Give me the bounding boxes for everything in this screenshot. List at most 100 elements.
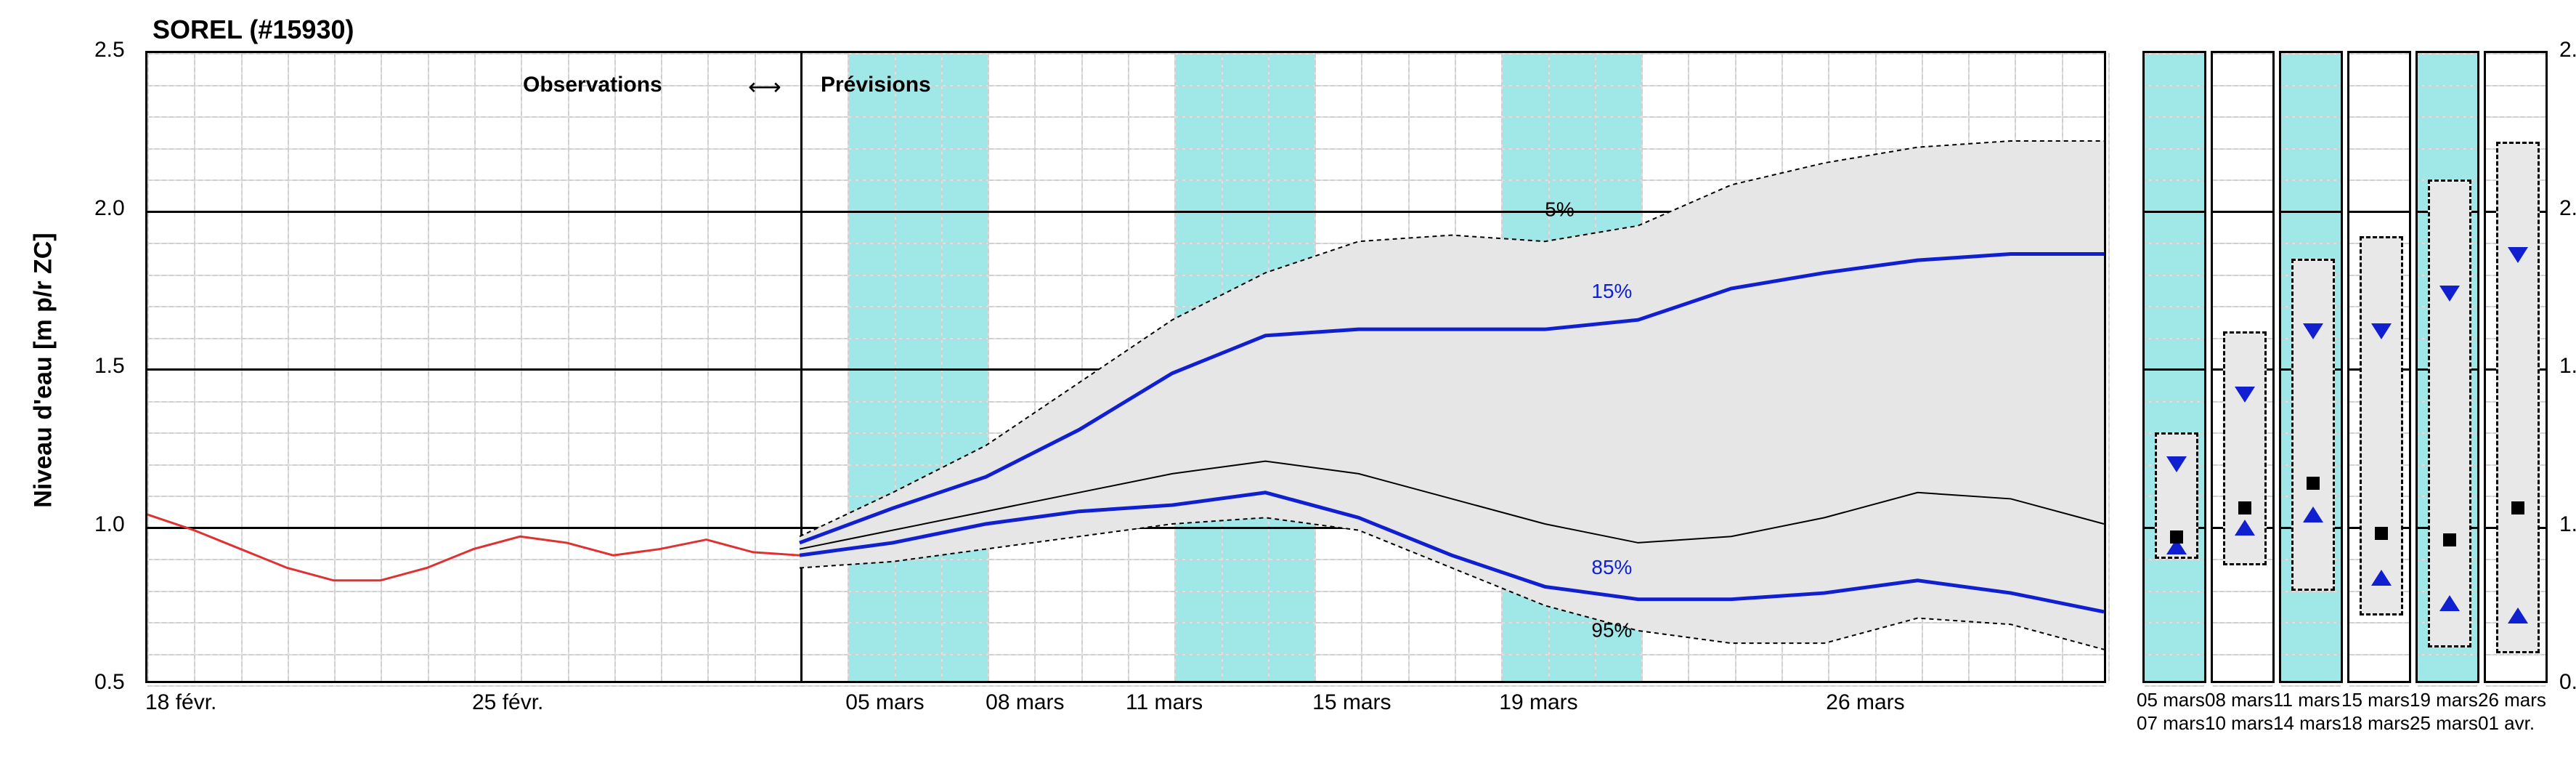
y-axis-tick-label-right: 1.5 xyxy=(2559,354,2576,379)
grid-line xyxy=(2145,622,2204,623)
y-axis-tick-label-left: 2.0 xyxy=(94,196,135,221)
grid-line xyxy=(2418,116,2477,118)
p15-marker-triangle-down xyxy=(2439,286,2460,302)
x-axis-tick-label: 25 févr. xyxy=(472,690,543,715)
grid-line xyxy=(2213,179,2272,181)
y-axis-tick-label-right: 2.5 xyxy=(2559,38,2576,62)
double-arrow-icon: ⟷ xyxy=(748,73,781,100)
major-grid-line xyxy=(2281,211,2341,213)
grid-line xyxy=(2145,243,2204,244)
grid-line xyxy=(2349,148,2409,150)
grid-line xyxy=(2281,85,2341,86)
x-axis-tick-label: 08 mars xyxy=(986,690,1064,715)
grid-line xyxy=(2213,243,2272,244)
grid-line xyxy=(2145,116,2204,118)
major-grid-line xyxy=(2145,211,2204,213)
weekly-panel xyxy=(2347,51,2411,683)
grid-line xyxy=(2145,53,2204,55)
y-axis-tick-label-left: 1.0 xyxy=(94,512,135,537)
grid-line xyxy=(2145,401,2204,403)
grid-line xyxy=(2486,685,2545,687)
weekly-panel xyxy=(2415,51,2479,683)
weekly-panel-label-end: 14 mars xyxy=(2273,712,2341,735)
percentile-annotation: 85% xyxy=(1591,556,1632,578)
p15-marker-triangle-down xyxy=(2371,323,2392,339)
weekly-panel-label-end: 10 mars xyxy=(2205,712,2273,735)
grid-line xyxy=(2145,148,2204,150)
p15-marker-triangle-down xyxy=(2235,387,2255,403)
observation-line xyxy=(147,514,800,581)
grid-line xyxy=(2281,148,2341,150)
x-axis-tick-label: 18 févr. xyxy=(145,690,216,715)
grid-line xyxy=(2281,53,2341,55)
grid-line xyxy=(2281,654,2341,655)
weekly-range-box xyxy=(2496,142,2540,654)
grid-line xyxy=(2349,685,2409,687)
grid-line xyxy=(2281,243,2341,244)
major-grid-line xyxy=(2145,368,2204,371)
percentile-annotation: 5% xyxy=(1545,198,1574,221)
grid-line xyxy=(2418,148,2477,150)
grid-line xyxy=(2213,85,2272,86)
grid-line xyxy=(2349,85,2409,86)
weekly-panel xyxy=(2211,51,2275,683)
x-axis-tick-label: 19 mars xyxy=(1499,690,1577,715)
weekly-panel xyxy=(2279,51,2343,683)
median-marker-square xyxy=(2307,477,2320,490)
grid-line xyxy=(2418,53,2477,55)
y-axis-tick-label-right: 1.0 xyxy=(2559,512,2576,537)
weekly-panel-label-end: 01 avr. xyxy=(2478,712,2535,735)
grid-line xyxy=(2349,116,2409,118)
median-marker-square xyxy=(2511,501,2524,514)
grid-line xyxy=(2213,306,2272,307)
weekly-panel-label-start: 05 mars xyxy=(2137,689,2205,711)
grid-line xyxy=(2145,559,2204,560)
grid-line xyxy=(2145,338,2204,339)
grid-line xyxy=(2213,116,2272,118)
weekly-panel-label-end: 25 mars xyxy=(2410,712,2478,735)
grid-line xyxy=(2281,685,2341,687)
weekly-panel xyxy=(2484,51,2548,683)
y-axis-tick-label-left: 1.5 xyxy=(94,354,135,379)
grid-line xyxy=(2108,53,2110,681)
grid-line xyxy=(2281,179,2341,181)
major-grid-line xyxy=(2213,211,2272,213)
grid-line xyxy=(2349,179,2409,181)
percentile-annotation: 15% xyxy=(1591,280,1632,302)
weekly-range-box xyxy=(2360,236,2403,615)
y-axis-tick-label-right: 2.0 xyxy=(2559,196,2576,221)
weekly-panel-label-start: 11 mars xyxy=(2273,689,2340,711)
grid-line xyxy=(2486,53,2545,55)
grid-line xyxy=(2486,654,2545,655)
weekly-panel-label-start: 26 mars xyxy=(2478,689,2546,711)
main-forecast-chart: 5% 15% 85% 95% xyxy=(145,51,2106,683)
p15-marker-triangle-down xyxy=(2303,323,2323,339)
median-marker-square xyxy=(2375,527,2388,540)
weekly-panel xyxy=(2142,51,2206,683)
weekly-panel-label-end: 07 mars xyxy=(2137,712,2205,735)
p15-marker-triangle-down xyxy=(2508,247,2528,263)
x-axis-tick-label: 11 mars xyxy=(1126,690,1203,715)
grid-line xyxy=(2145,306,2204,307)
grid-line xyxy=(2145,179,2204,181)
grid-line xyxy=(2213,591,2272,592)
grid-line xyxy=(2145,85,2204,86)
grid-line xyxy=(2145,654,2204,655)
y-axis-tick-label-right: 0.5 xyxy=(2559,670,2576,695)
y-axis-tick-label-left: 0.5 xyxy=(94,670,135,695)
percentile-annotation: 95% xyxy=(1591,619,1632,642)
grid-line xyxy=(2418,654,2477,655)
grid-line xyxy=(2281,591,2341,592)
median-marker-square xyxy=(2443,533,2456,546)
grid-line xyxy=(2213,148,2272,150)
grid-line xyxy=(2418,685,2477,687)
grid-line xyxy=(2145,685,2204,687)
weekly-panel-label-start: 19 mars xyxy=(2410,689,2478,711)
p85-marker-triangle-up xyxy=(2439,595,2460,611)
weekly-panel-label-end: 18 mars xyxy=(2341,712,2410,735)
grid-line xyxy=(2349,53,2409,55)
grid-line xyxy=(2213,275,2272,276)
forecast-band-95-5 xyxy=(800,141,2104,650)
grid-line xyxy=(2349,622,2409,623)
grid-line xyxy=(2281,116,2341,118)
